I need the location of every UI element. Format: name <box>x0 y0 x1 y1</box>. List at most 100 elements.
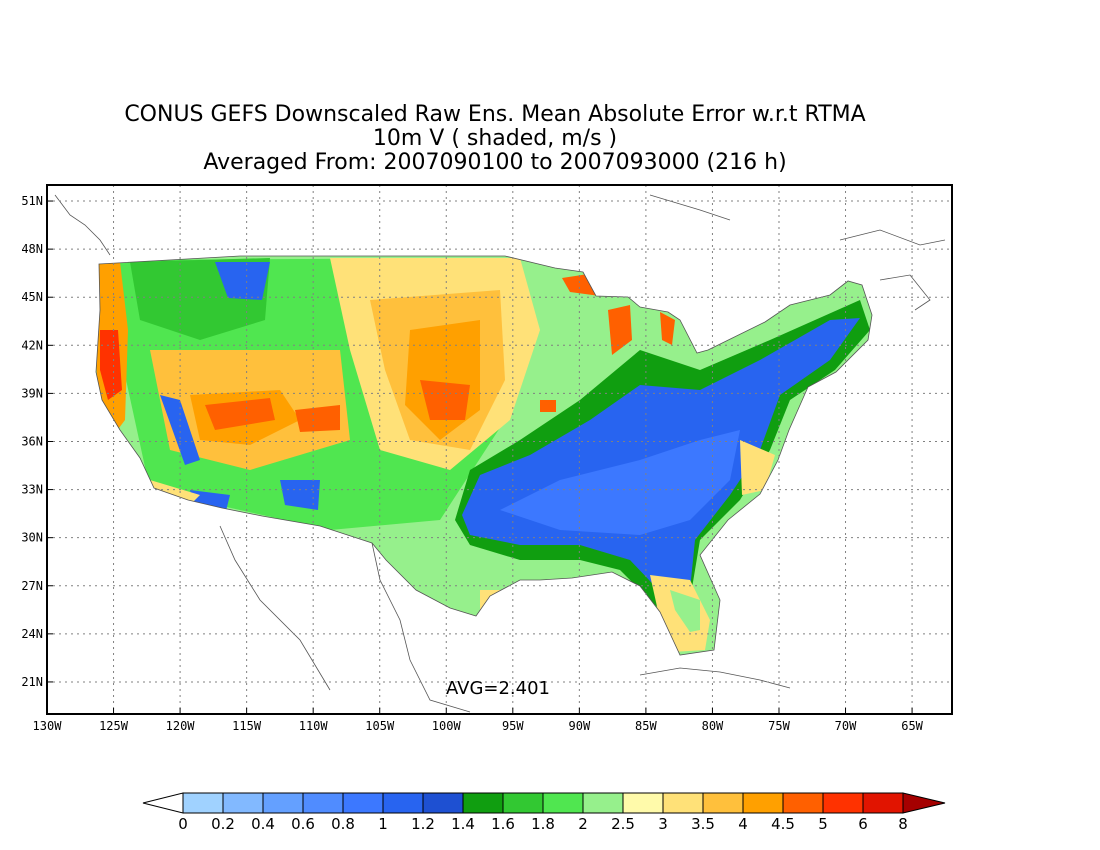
lat-tick-label: 45N <box>21 290 43 304</box>
shading-sierra-blue <box>160 395 200 465</box>
colorbar-box <box>422 792 464 814</box>
title-line-1: CONUS GEFS Downscaled Raw Ens. Mean Abso… <box>124 102 866 127</box>
colorbar-label: 1.4 <box>451 815 475 833</box>
colorbar-label: 4 <box>738 815 748 833</box>
colorbar-label: 4.5 <box>771 815 795 833</box>
colorbar-box <box>342 792 384 814</box>
lon-tick-label: 75W <box>768 719 790 733</box>
colorbar-box <box>502 792 544 814</box>
lat-tick-label: 27N <box>21 579 43 593</box>
colorbar-box <box>622 792 664 814</box>
lon-tick-label: 105W <box>365 719 395 733</box>
colorbar-label: 5 <box>818 815 828 833</box>
lon-tick-label: 120W <box>166 719 196 733</box>
shading-east-lightblue <box>500 430 740 535</box>
colorbar-box <box>182 792 224 814</box>
colorbar-label: 3 <box>658 815 668 833</box>
lat-tick-label: 33N <box>21 483 43 497</box>
shading-socal-yellow <box>150 480 200 505</box>
lon-tick-label: 80W <box>702 719 724 733</box>
lon-tick-label: 110W <box>299 719 329 733</box>
shading-michigan-red <box>608 305 632 355</box>
colorbar-label: 1 <box>378 815 388 833</box>
colorbar-box <box>702 792 744 814</box>
lat-tick-label: 51N <box>21 194 43 208</box>
colorbar-over-arrow <box>902 792 946 814</box>
colorbar-label: 0.2 <box>211 815 235 833</box>
shading-carolina-yellow <box>740 440 775 495</box>
quebec-coast <box>839 229 946 246</box>
colorbar-box <box>542 792 584 814</box>
colorbar-label: 0.6 <box>291 815 315 833</box>
baja-coast <box>219 525 331 691</box>
lon-axis: 130W 125W 120W 115W 110W 105W 100W 95W 90W 85W 80W… <box>33 708 924 733</box>
colorbar-box <box>822 792 864 814</box>
mexico-coast <box>371 542 471 713</box>
title-line-2: 10m V ( shaded, m/s ) <box>372 126 618 151</box>
colorbar: 0 0.2 0.4 0.6 0.8 1 1.2 1.4 1.6 1.8 2 2.5 3 3.5 4 4.5 5 6… <box>142 792 946 833</box>
colorbar-label: 0.8 <box>331 815 355 833</box>
shading-az-blue <box>280 480 320 510</box>
coastline-lines <box>54 194 946 713</box>
hudson-coast <box>649 194 731 221</box>
map-field <box>47 185 952 714</box>
lat-axis: 21N 24N 27N 30N 33N 36N 39N 42N 45N 48N 51N <box>21 194 53 689</box>
colorbar-label: 2.5 <box>611 815 635 833</box>
lon-tick-label: 90W <box>569 719 591 733</box>
shading-coast-red <box>100 330 122 400</box>
colorbar-label: 1.6 <box>491 815 515 833</box>
lon-tick-label: 85W <box>635 719 657 733</box>
lon-tick-label: 125W <box>99 719 129 733</box>
shading-basin-red <box>205 398 275 430</box>
grid-lines <box>47 185 952 714</box>
avg-annotation: AVG=2.401 <box>446 678 550 699</box>
colorbar-box <box>782 792 824 814</box>
colorbar-label: 6 <box>858 815 868 833</box>
nova-scotia-coast <box>879 274 931 311</box>
lon-tick-label: 130W <box>33 719 63 733</box>
colorbar-label: 8 <box>898 815 908 833</box>
lat-tick-label: 36N <box>21 434 43 448</box>
cuba-coast <box>639 667 791 689</box>
lon-tick-label: 100W <box>432 719 462 733</box>
lat-tick-label: 42N <box>21 338 43 352</box>
lon-tick-label: 95W <box>502 719 524 733</box>
lon-tick-label: 65W <box>901 719 923 733</box>
colorbar-box <box>742 792 784 814</box>
colorbar-box <box>862 792 904 814</box>
shading-texas-yellow <box>480 590 505 615</box>
colorbar-box <box>462 792 504 814</box>
lon-tick-label: 115W <box>232 719 262 733</box>
shading-nw-blue <box>215 262 270 300</box>
colorbar-label: 2 <box>578 815 588 833</box>
shading-midwest-spot <box>540 400 556 412</box>
colorbar-box <box>662 792 704 814</box>
colorbar-under-arrow <box>142 792 184 814</box>
lat-tick-label: 24N <box>21 627 43 641</box>
bc-coast <box>54 194 111 256</box>
shading-florida-green <box>670 590 700 632</box>
lat-tick-label: 39N <box>21 386 43 400</box>
colorbar-box <box>382 792 424 814</box>
shading-plains-red <box>420 380 470 420</box>
colorbar-label: 1.2 <box>411 815 435 833</box>
colorbar-box <box>302 792 344 814</box>
colorbar-label: 1.8 <box>531 815 555 833</box>
lon-tick-label: 70W <box>835 719 857 733</box>
lat-tick-label: 30N <box>21 531 43 545</box>
us-outline <box>95 255 873 656</box>
title-line-3: Averaged From: 2007090100 to 2007093000 … <box>203 150 787 175</box>
colorbar-box <box>262 792 304 814</box>
colorbar-label: 0.4 <box>251 815 275 833</box>
colorbar-box <box>222 792 264 814</box>
lat-tick-label: 48N <box>21 242 43 256</box>
shading-utah-red <box>295 405 340 432</box>
lat-tick-label: 21N <box>21 675 43 689</box>
colorbar-label: 3.5 <box>691 815 715 833</box>
colorbar-box <box>582 792 624 814</box>
shading-huron-red <box>660 312 675 345</box>
map-frame <box>46 184 953 715</box>
us-shaded-field <box>96 256 872 655</box>
